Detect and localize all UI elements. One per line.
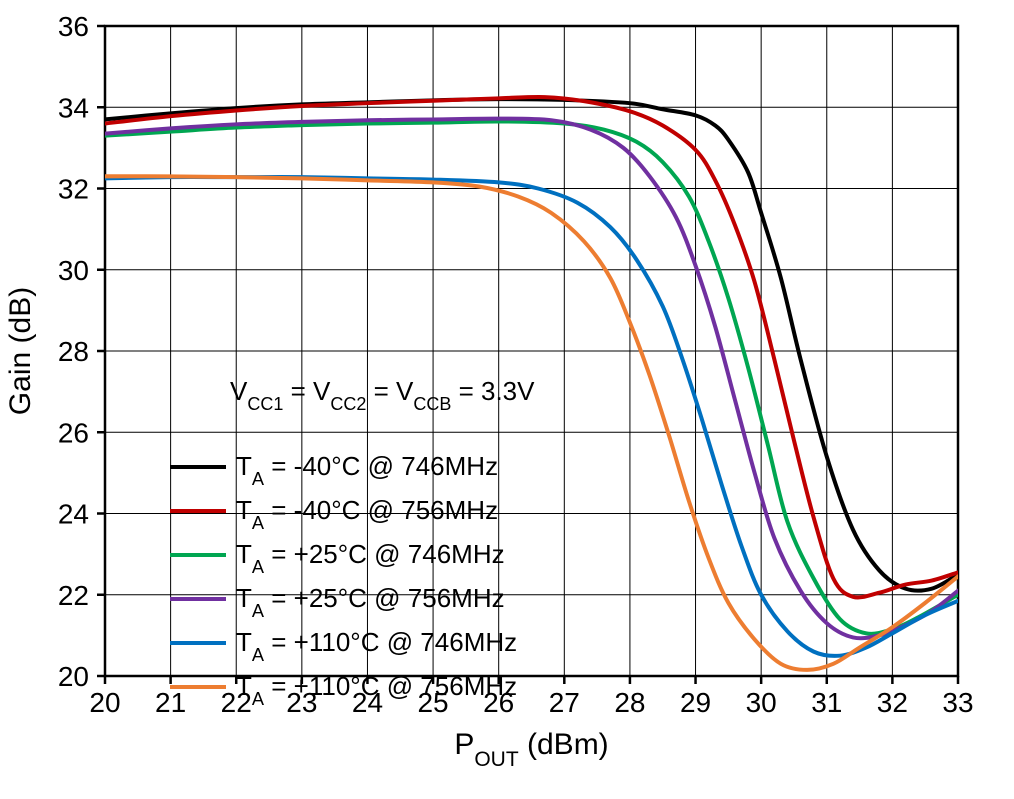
y-tick-label: 34 <box>58 92 89 123</box>
x-tick-label: 20 <box>89 687 120 718</box>
y-tick-label: 36 <box>58 11 89 42</box>
y-tick-label: 30 <box>58 255 89 286</box>
x-tick-label: 32 <box>877 687 908 718</box>
x-tick-label: 27 <box>549 687 580 718</box>
x-tick-label: 28 <box>614 687 645 718</box>
y-tick-label: 20 <box>58 661 89 692</box>
x-tick-label: 33 <box>942 687 973 718</box>
x-tick-label: 30 <box>746 687 777 718</box>
y-tick-label: 24 <box>58 499 89 530</box>
gain-vs-pout-chart: 2021222324252627282930313233202224262830… <box>0 0 1014 799</box>
y-tick-label: 32 <box>58 174 89 205</box>
x-tick-label: 21 <box>155 687 186 718</box>
x-tick-label: 29 <box>680 687 711 718</box>
y-tick-label: 22 <box>58 580 89 611</box>
y-axis-label: Gain (dB) <box>4 287 37 415</box>
x-tick-label: 31 <box>811 687 842 718</box>
y-tick-label: 28 <box>58 336 89 367</box>
chart-svg: 2021222324252627282930313233202224262830… <box>0 0 1014 799</box>
y-tick-label: 26 <box>58 417 89 448</box>
